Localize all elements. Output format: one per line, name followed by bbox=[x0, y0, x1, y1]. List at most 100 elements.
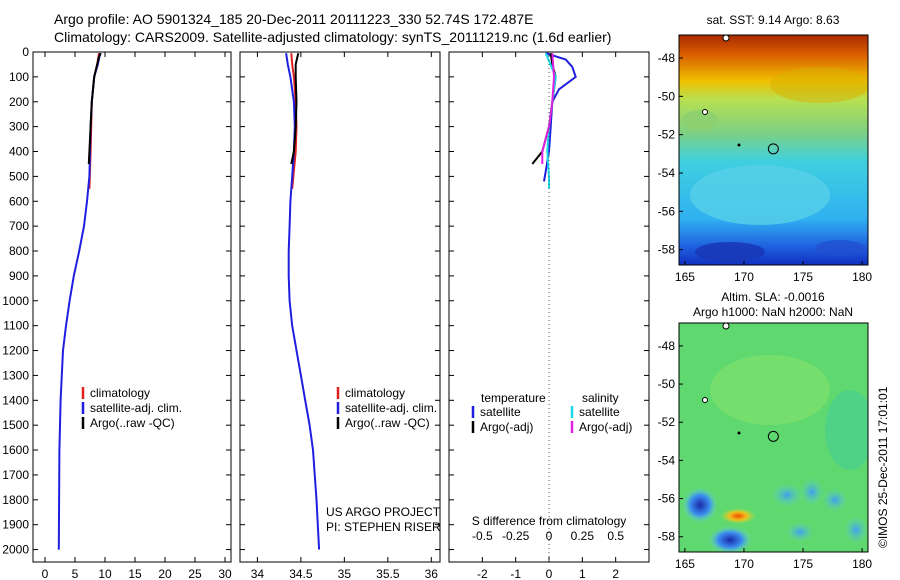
temperature-xtick-label: 25 bbox=[188, 567, 202, 580]
island-marker bbox=[702, 109, 708, 115]
pi-credit: PI: STEPHEN RISER bbox=[326, 520, 441, 534]
depth-tick-label: 1900 bbox=[2, 518, 29, 532]
depth-tick-label: 2000 bbox=[2, 543, 29, 557]
difference-xtick-label: 0 bbox=[546, 567, 553, 580]
depth-tick-label: 1300 bbox=[2, 368, 29, 382]
salinity-diff-tick-label: 0.5 bbox=[607, 529, 624, 543]
island-marker bbox=[722, 34, 730, 42]
float-position-marker bbox=[767, 143, 779, 155]
legend-salinity-header: salinity bbox=[582, 391, 619, 405]
salinity-series-line bbox=[285, 53, 321, 550]
plot-title-line-1: Argo profile: AO 5901324_185 20-Dec-2011… bbox=[54, 11, 534, 27]
depth-tick-label: 1700 bbox=[2, 468, 29, 482]
island-marker bbox=[722, 322, 730, 330]
depth-tick-label: 0 bbox=[22, 45, 29, 59]
difference-xtick-label: 1 bbox=[579, 567, 586, 580]
sla-map-xtick-label: 175 bbox=[793, 557, 813, 571]
sst-map-ytick-label: -56 bbox=[658, 204, 676, 218]
sst-map-ytick-label: -52 bbox=[658, 128, 676, 142]
sla-map-frame bbox=[678, 322, 869, 553]
sst-map-xtick-label: 180 bbox=[852, 270, 872, 284]
salinity-series-line bbox=[290, 52, 300, 165]
island-marker bbox=[737, 431, 741, 435]
island-marker bbox=[702, 397, 708, 403]
sla-map-xtick-label: 170 bbox=[734, 557, 754, 571]
imos-timestamp: ©IMOS 25-Dec-2011 17:01:01 bbox=[876, 386, 890, 548]
sst-map-ytick-label: -50 bbox=[658, 89, 676, 103]
difference-xtick-label: -2 bbox=[477, 567, 488, 580]
temperature-xtick-label: 30 bbox=[218, 567, 232, 580]
float-position-marker bbox=[767, 430, 779, 442]
difference-series-line bbox=[541, 53, 556, 164]
sst-map-ytick-label: -48 bbox=[658, 51, 676, 65]
temperature-legend-label: satellite-adj. clim. bbox=[90, 401, 182, 415]
salinity-xtick-label: 35 bbox=[338, 567, 352, 580]
island-marker bbox=[737, 143, 741, 147]
salinity-diff-tick-label: 0.25 bbox=[571, 529, 595, 543]
depth-tick-label: 1800 bbox=[2, 493, 29, 507]
sst-map-frame bbox=[678, 34, 869, 266]
temperature-legend-label: Argo(..raw -QC) bbox=[90, 416, 175, 430]
depth-tick-label: 100 bbox=[9, 70, 29, 84]
depth-tick-label: 1200 bbox=[2, 344, 29, 358]
sla-heatmap bbox=[679, 323, 868, 552]
depth-tick-label: 500 bbox=[9, 169, 29, 183]
salinity-xtick-label: 36 bbox=[425, 567, 439, 580]
temperature-xtick-label: 10 bbox=[98, 567, 112, 580]
salinity-axes-frame bbox=[239, 51, 441, 563]
salinity-diff-tick-label: 0 bbox=[546, 529, 553, 543]
difference-legend-label: Argo(-adj) bbox=[480, 420, 533, 434]
sla-map-ytick-label: -56 bbox=[658, 492, 676, 506]
sla-map-ytick-label: -52 bbox=[658, 415, 676, 429]
sla-map-ytick-label: -48 bbox=[658, 339, 676, 353]
salinity-diff-tick-label: -0.25 bbox=[502, 529, 530, 543]
sst-map-ytick-label: -54 bbox=[658, 166, 676, 180]
sst-map-xtick-label: 165 bbox=[675, 270, 695, 284]
sst-heatmap bbox=[679, 35, 868, 265]
sla-map-xtick-label: 165 bbox=[675, 557, 695, 571]
salinity-xtick-label: 34.5 bbox=[289, 567, 313, 580]
sla-map-ytick-label: -50 bbox=[658, 377, 676, 391]
difference-legend-label: satellite bbox=[579, 405, 620, 419]
sst-map-xtick-label: 170 bbox=[734, 270, 754, 284]
depth-tick-label: 300 bbox=[9, 120, 29, 134]
sst-map-xtick-label: 175 bbox=[793, 270, 813, 284]
difference-xtick-label: 2 bbox=[612, 567, 619, 580]
depth-tick-label: 200 bbox=[9, 95, 29, 109]
depth-tick-label: 1000 bbox=[2, 294, 29, 308]
legend-temperature-header: temperature bbox=[481, 391, 546, 405]
temperature-xtick-label: 20 bbox=[158, 567, 172, 580]
temperature-legend-label: climatology bbox=[90, 386, 150, 400]
depth-tick-label: 1400 bbox=[2, 393, 29, 407]
depth-tick-label: 700 bbox=[9, 219, 29, 233]
temperature-axes-frame bbox=[32, 51, 232, 563]
difference-legend-label: Argo(-adj) bbox=[579, 420, 632, 434]
salinity-legend-label: Argo(..raw -QC) bbox=[345, 416, 430, 430]
depth-tick-label: 1600 bbox=[2, 443, 29, 457]
salinity-legend-label: satellite-adj. clim. bbox=[345, 401, 437, 415]
sla-map-ytick-label: -58 bbox=[658, 530, 676, 544]
sst-map-ytick-label: -58 bbox=[658, 243, 676, 257]
temperature-series-line bbox=[87, 52, 102, 165]
project-credit: US ARGO PROJECT bbox=[326, 505, 441, 519]
depth-tick-label: 600 bbox=[9, 194, 29, 208]
difference-legend-label: satellite bbox=[480, 405, 521, 419]
salinity-difference-label: S difference from climatology bbox=[472, 514, 627, 528]
depth-tick-label: 800 bbox=[9, 244, 29, 258]
depth-tick-label: 900 bbox=[9, 269, 29, 283]
depth-tick-label: 1500 bbox=[2, 418, 29, 432]
salinity-xtick-label: 35.5 bbox=[376, 567, 400, 580]
difference-xtick-label: -1 bbox=[510, 567, 521, 580]
temperature-xtick-label: 5 bbox=[72, 567, 79, 580]
temperature-series-line bbox=[57, 52, 102, 550]
depth-tick-label: 400 bbox=[9, 145, 29, 159]
salinity-legend-label: climatology bbox=[345, 386, 405, 400]
plot-title-line-2: Climatology: CARS2009. Satellite-adjuste… bbox=[54, 29, 612, 45]
sst-map-title: sat. SST: 9.14 Argo: 8.63 bbox=[707, 13, 840, 27]
salinity-xtick-label: 34 bbox=[251, 567, 265, 580]
sla-map-subtitle: Argo h1000: NaN h2000: NaN bbox=[693, 305, 853, 319]
temperature-xtick-label: 15 bbox=[128, 567, 142, 580]
temperature-xtick-label: 0 bbox=[42, 567, 49, 580]
sla-map-ytick-label: -54 bbox=[658, 453, 676, 467]
